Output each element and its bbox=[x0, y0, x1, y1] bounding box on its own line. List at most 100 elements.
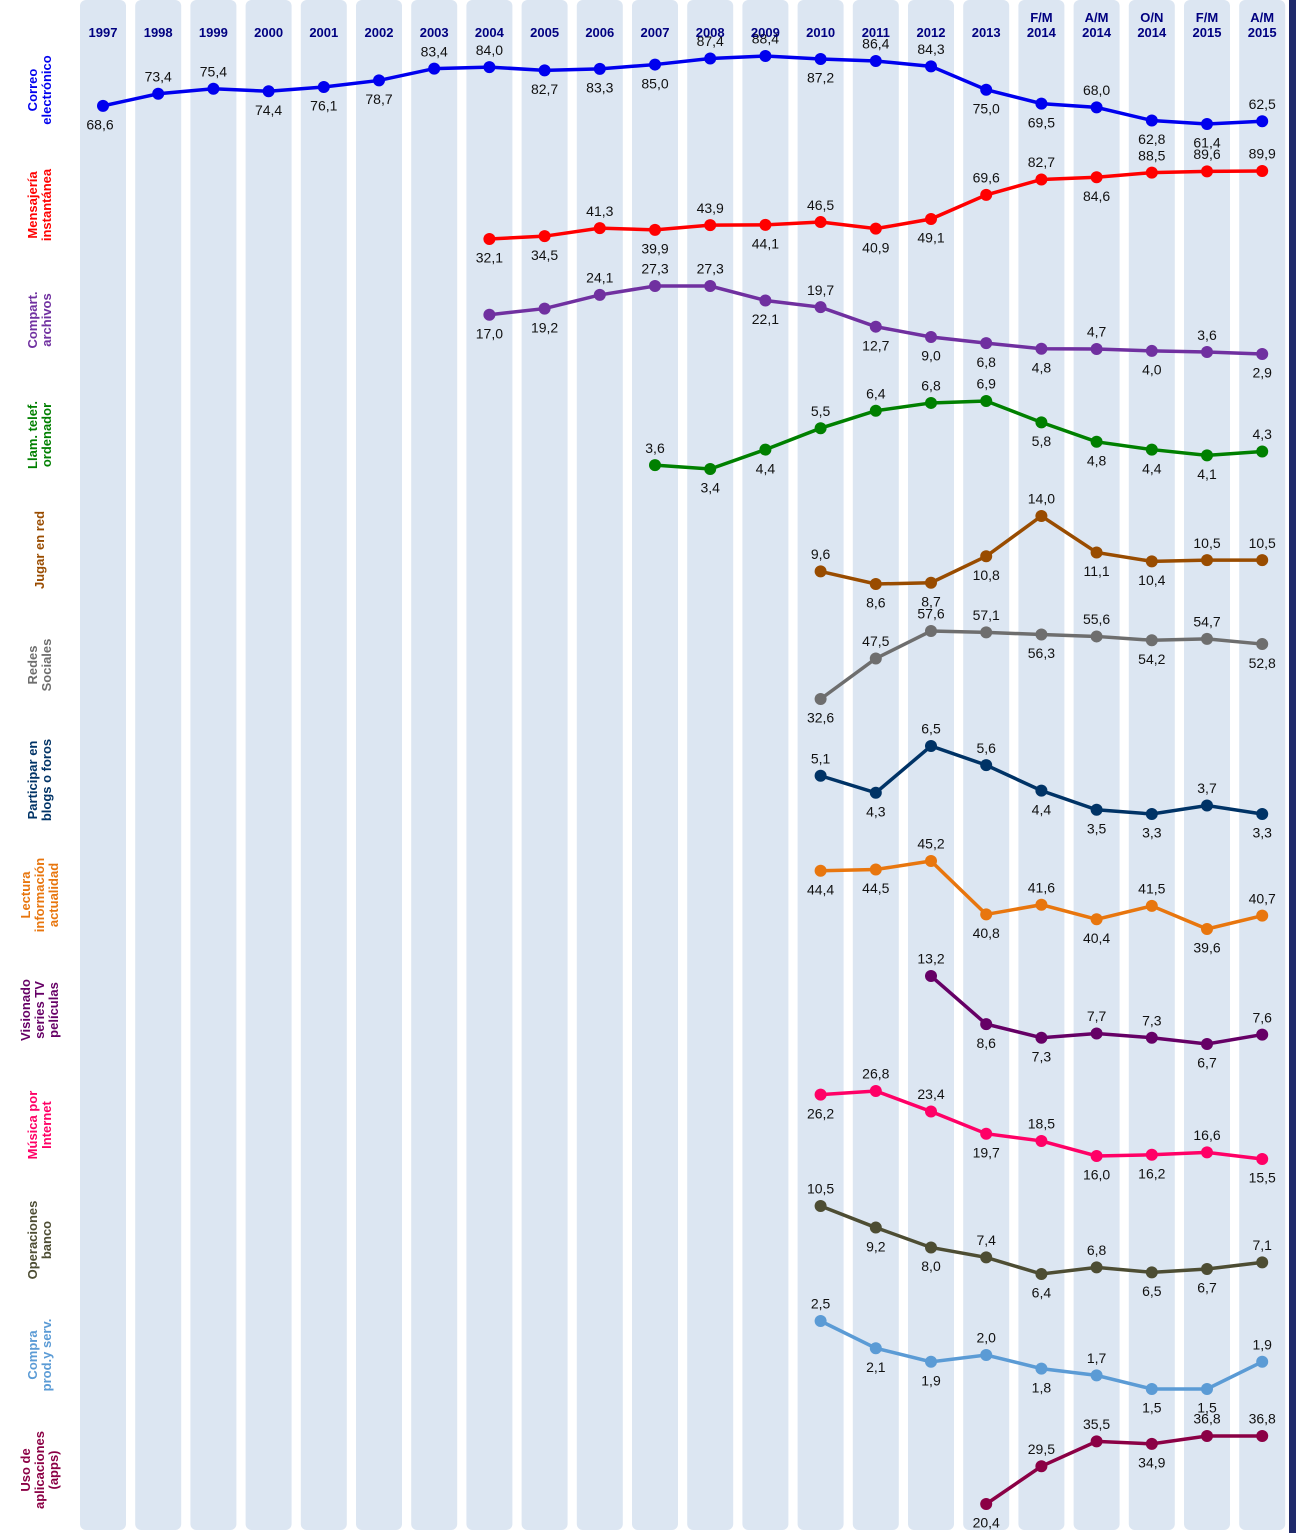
data-point bbox=[869, 1342, 882, 1355]
column-header: 1998 bbox=[143, 25, 173, 40]
column-band bbox=[466, 0, 513, 1530]
column-header: A/M 2014 bbox=[1082, 10, 1112, 40]
data-point bbox=[1256, 1028, 1269, 1041]
data-label: 46,5 bbox=[807, 197, 834, 213]
data-point bbox=[980, 395, 993, 407]
column-band bbox=[245, 0, 292, 1530]
data-point bbox=[649, 280, 661, 292]
series-label: Redes Sociales bbox=[25, 638, 54, 692]
data-point bbox=[869, 1221, 882, 1234]
data-point bbox=[869, 652, 882, 665]
data-label: 6,5 bbox=[1142, 1283, 1162, 1299]
data-point bbox=[980, 1349, 993, 1361]
data-label: 39,9 bbox=[641, 241, 668, 257]
column-header: 2000 bbox=[254, 25, 284, 40]
data-point bbox=[925, 855, 937, 867]
data-point bbox=[538, 230, 551, 243]
series-label: Llam. telef. ordenador bbox=[25, 401, 54, 469]
column-header: 2008 bbox=[695, 25, 725, 40]
data-point bbox=[593, 222, 606, 235]
data-point bbox=[1201, 923, 1213, 935]
column-header: 2009 bbox=[750, 25, 780, 40]
data-label: 6,8 bbox=[921, 378, 941, 394]
data-label: 7,1 bbox=[1252, 1237, 1272, 1253]
data-point bbox=[1145, 1031, 1158, 1044]
series-line bbox=[654, 399, 1263, 471]
column-band bbox=[1018, 0, 1065, 1530]
column-band bbox=[1239, 0, 1286, 1530]
data-point bbox=[1256, 1256, 1269, 1269]
column-header: 1999 bbox=[198, 25, 228, 40]
column-header: 2013 bbox=[971, 25, 1001, 40]
data-point bbox=[1201, 1263, 1213, 1276]
data-point bbox=[925, 1105, 937, 1118]
data-label: 1,5 bbox=[1197, 1400, 1217, 1416]
data-point bbox=[1090, 171, 1103, 184]
data-label: 6,5 bbox=[921, 721, 941, 737]
data-point bbox=[1035, 173, 1048, 186]
data-point bbox=[869, 863, 882, 876]
data-point bbox=[869, 404, 882, 417]
data-label: 54,2 bbox=[1138, 651, 1165, 667]
data-point bbox=[1090, 1027, 1103, 1040]
data-label: 44,1 bbox=[752, 236, 779, 252]
data-point bbox=[1201, 118, 1213, 130]
data-point bbox=[593, 62, 606, 75]
data-point bbox=[1201, 1038, 1213, 1050]
data-label: 3,4 bbox=[700, 480, 720, 496]
data-label: 82,7 bbox=[531, 81, 558, 97]
data-label: 27,3 bbox=[641, 261, 668, 277]
data-point bbox=[1145, 344, 1158, 357]
data-point bbox=[97, 99, 109, 112]
data-label: 89,9 bbox=[1249, 146, 1276, 162]
data-label: 32,1 bbox=[476, 250, 503, 266]
data-point bbox=[814, 1315, 827, 1327]
data-label: 3,7 bbox=[1197, 780, 1217, 796]
data-point bbox=[869, 1085, 882, 1097]
data-label: 7,6 bbox=[1252, 1009, 1272, 1025]
data-label: 52,8 bbox=[1249, 655, 1276, 671]
data-label: 44,5 bbox=[862, 880, 889, 896]
data-label: 4,4 bbox=[1142, 460, 1162, 476]
data-label: 36,8 bbox=[1249, 1411, 1276, 1427]
data-point bbox=[759, 443, 772, 456]
data-point bbox=[1256, 554, 1269, 567]
data-point bbox=[1145, 899, 1158, 912]
data-point bbox=[1090, 630, 1103, 643]
data-point bbox=[1256, 348, 1269, 360]
data-point bbox=[483, 233, 496, 245]
data-label: 4,8 bbox=[1087, 453, 1107, 469]
data-point bbox=[1201, 632, 1213, 645]
data-label: 3,3 bbox=[1252, 825, 1272, 841]
data-point bbox=[1256, 165, 1269, 177]
data-point bbox=[814, 1200, 827, 1212]
data-point bbox=[262, 85, 275, 98]
data-point bbox=[1090, 913, 1103, 926]
data-label: 23,4 bbox=[917, 1086, 944, 1102]
data-label: 29,5 bbox=[1028, 1441, 1055, 1457]
data-point bbox=[1201, 1430, 1213, 1442]
data-label: 4,1 bbox=[1197, 466, 1217, 482]
series-label: Visionado series TV películas bbox=[18, 979, 61, 1041]
data-label: 34,5 bbox=[531, 247, 558, 263]
data-point bbox=[814, 53, 827, 66]
data-point bbox=[428, 62, 441, 75]
column-band bbox=[1073, 0, 1120, 1530]
data-label: 16,2 bbox=[1138, 1165, 1165, 1181]
data-point bbox=[538, 302, 551, 315]
data-label: 8,6 bbox=[866, 595, 886, 611]
data-label: 44,4 bbox=[807, 881, 834, 897]
data-label: 40,8 bbox=[973, 925, 1000, 941]
data-label: 40,7 bbox=[1249, 890, 1276, 906]
data-point bbox=[1035, 1460, 1048, 1473]
data-point bbox=[1201, 799, 1213, 812]
data-point bbox=[373, 74, 385, 87]
data-label: 76,1 bbox=[310, 98, 337, 114]
data-point bbox=[1035, 1134, 1048, 1147]
data-point bbox=[1035, 1362, 1048, 1375]
data-point bbox=[925, 331, 937, 343]
data-label: 84,0 bbox=[476, 42, 503, 58]
column-band bbox=[687, 0, 734, 1530]
data-label: 10,5 bbox=[1193, 535, 1220, 551]
